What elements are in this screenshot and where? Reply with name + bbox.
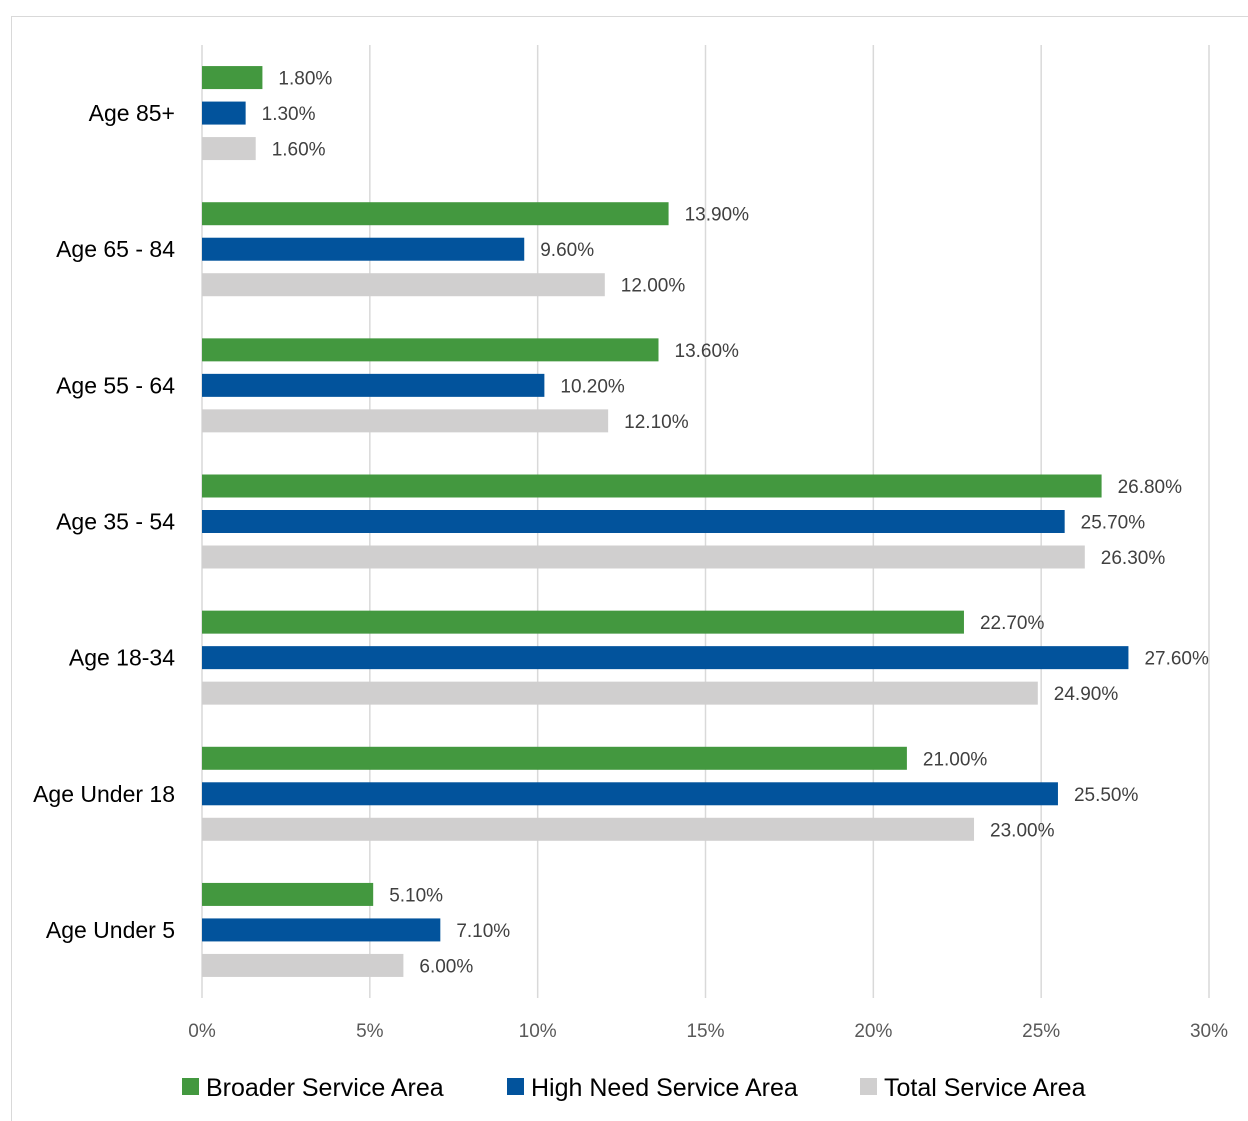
data-label: 10.20% [560,376,625,397]
data-label: 25.50% [1074,785,1139,806]
bar [202,474,1102,498]
bar [202,373,545,397]
legend-label: Total Service Area [884,1074,1086,1102]
legend-label: High Need Service Area [531,1074,798,1102]
bar [202,66,263,90]
bar [202,817,975,841]
data-label: 7.10% [456,921,510,942]
bar [202,101,246,125]
bar [202,646,1129,670]
bar [202,610,964,634]
legend-swatch [507,1078,524,1095]
data-label: 21.00% [923,749,988,770]
bar [202,338,659,362]
legend-label: Broader Service Area [206,1074,444,1102]
data-label: 26.30% [1101,548,1166,569]
data-label: 1.60% [272,140,326,161]
bar [202,882,374,906]
category-label: Age 18-34 [69,645,175,671]
bars [202,66,1129,977]
bar [202,137,256,161]
data-label: 9.60% [540,240,594,261]
data-label: 26.80% [1118,477,1183,498]
x-tick-label: 15% [686,1021,724,1042]
data-label: 5.10% [389,885,443,906]
x-tick-label: 10% [519,1021,557,1042]
data-label: 13.60% [675,341,740,362]
category-label: Age 65 - 84 [56,236,175,262]
x-tick-label: 30% [1190,1021,1228,1042]
category-label: Age 85+ [89,100,175,126]
bar [202,273,605,297]
data-labels: 1.80% 1.30% 1.60% 13.90% 9.60% 12.00% 13.60% 10… [262,69,1209,978]
data-label: 13.90% [685,205,750,226]
bar [202,953,404,977]
category-label: Age Under 5 [46,917,175,943]
legend: Broader Service Area High Need Service Ar… [182,1074,1086,1102]
legend-swatch [182,1078,199,1095]
data-label: 12.10% [624,412,689,433]
bar [202,510,1065,533]
x-tick-label: 5% [356,1021,384,1042]
data-label: 27.60% [1144,649,1209,670]
bar [202,237,525,261]
category-labels: Age 85+ Age 65 - 84 Age 55 - 64 Age 35 - 54… [33,100,175,943]
data-label: 6.00% [419,956,473,977]
chart-frame [11,16,1248,1121]
data-label: 1.80% [278,69,332,90]
x-tick-label: 0% [188,1021,216,1042]
legend-swatch [860,1078,877,1095]
bar [202,202,669,226]
data-label: 12.00% [621,276,686,297]
data-label: 25.70% [1081,513,1146,534]
data-label: 23.00% [990,820,1055,841]
data-label: 22.70% [980,613,1045,634]
x-axis-ticks: 0% 5% 10% 15% 20% 25% 30% [188,1021,1228,1042]
x-tick-label: 20% [854,1021,892,1042]
x-tick-label: 25% [1022,1021,1060,1042]
data-label: 1.30% [262,104,316,125]
bar [202,782,1058,806]
category-label: Age Under 18 [33,781,175,807]
bar [202,918,441,942]
category-label: Age 35 - 54 [56,509,175,535]
data-label: 24.90% [1054,684,1119,705]
bar [202,409,609,433]
category-label: Age 55 - 64 [56,372,175,398]
bar [202,746,907,770]
bar [202,545,1085,569]
bar [202,681,1038,705]
